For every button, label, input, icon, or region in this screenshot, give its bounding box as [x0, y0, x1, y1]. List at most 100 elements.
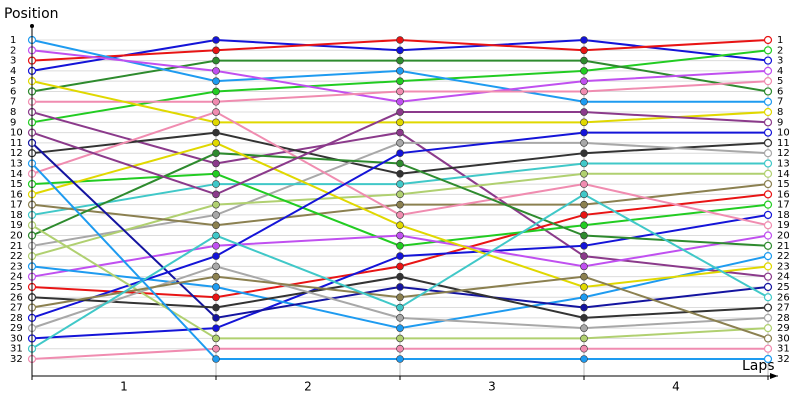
series-marker [396, 283, 404, 291]
y-tick-label: 14 [10, 169, 23, 180]
y-tick-label: 2 [10, 45, 16, 56]
series-marker [212, 242, 220, 250]
series-marker [212, 344, 220, 353]
series-marker [763, 77, 773, 86]
y-tick-label-right: 20 [777, 231, 790, 242]
y-tick-label-right: 12 [777, 148, 790, 159]
series-marker [763, 66, 773, 75]
series-marker [396, 303, 404, 312]
y-tick-label: 9 [10, 117, 16, 128]
series-marker [212, 334, 220, 343]
y-tick-label: 10 [10, 128, 23, 139]
series-marker [396, 77, 404, 85]
series-marker [396, 139, 404, 147]
series-marker [580, 77, 588, 85]
x-tick-label: 4 [672, 380, 680, 394]
series-marker [763, 159, 773, 168]
y-tick-label: 25 [10, 282, 23, 293]
series-marker [580, 159, 588, 168]
y-tick-label: 31 [10, 344, 23, 355]
series-marker [396, 334, 404, 343]
series-marker [580, 87, 588, 96]
series-marker [212, 169, 220, 178]
y-tick-label: 30 [10, 333, 23, 344]
series-marker [212, 56, 220, 65]
y-tick-label-right: 19 [777, 220, 790, 231]
y-tick-label-right: 23 [777, 261, 790, 272]
y-tick-label-right: 31 [777, 344, 790, 355]
y-tick-label-right: 18 [777, 210, 790, 221]
series-marker [212, 211, 220, 219]
series-marker [396, 324, 404, 332]
series-marker [396, 67, 404, 75]
y-tick-label-right: 2 [777, 45, 783, 56]
y-tick-label: 27 [10, 303, 23, 314]
series-marker [396, 56, 404, 65]
series-marker [212, 272, 220, 281]
series-marker [396, 180, 404, 188]
series-marker [212, 303, 220, 312]
x-arrow [770, 373, 778, 379]
series-marker [580, 67, 588, 75]
y-tick-label: 12 [10, 148, 23, 159]
series-marker [763, 272, 773, 281]
series-marker [212, 293, 220, 302]
series-marker [580, 108, 588, 116]
series-marker [212, 77, 220, 85]
series-marker [580, 355, 588, 363]
y-tick-label: 29 [10, 323, 23, 334]
y-tick-label: 23 [10, 261, 23, 272]
series-marker [763, 313, 773, 322]
series-marker [580, 149, 588, 157]
y-tick-label: 20 [10, 231, 23, 242]
series-marker [212, 314, 220, 322]
series-marker [580, 293, 588, 302]
series-marker [763, 56, 773, 65]
series-marker [580, 262, 588, 271]
y-tick-label-right: 15 [777, 179, 790, 190]
series-marker [580, 128, 588, 137]
y-tick-label-right: 24 [777, 272, 790, 283]
series-marker [396, 190, 404, 199]
y-tick-label-right: 10 [777, 128, 790, 139]
series-marker [396, 128, 404, 137]
series-marker [396, 149, 404, 157]
series-marker [580, 190, 588, 199]
series-marker [396, 293, 404, 302]
y-tick-label-right: 14 [777, 169, 790, 180]
series-marker [580, 36, 588, 44]
series-marker [763, 149, 773, 158]
y-tick-label-right: 11 [777, 138, 790, 149]
series-marker [763, 354, 773, 364]
series-marker [396, 118, 404, 127]
series-marker [763, 138, 773, 148]
series-marker [580, 252, 588, 260]
y-tick-label-right: 30 [777, 333, 790, 344]
series-marker [396, 108, 404, 116]
series-marker [396, 200, 404, 209]
series-marker [212, 159, 220, 168]
series-marker [763, 293, 773, 302]
y-tick-label-right: 28 [777, 313, 790, 324]
series-marker [396, 221, 404, 230]
y-tick-label: 28 [10, 313, 23, 324]
y-tick-label-right: 16 [777, 189, 790, 200]
series-marker [396, 97, 404, 106]
y-tick-label-right: 13 [777, 158, 790, 169]
y-tick-label: 3 [10, 56, 16, 67]
y-tick-label-right: 25 [777, 282, 790, 293]
y-tick-label: 4 [10, 66, 16, 77]
series-marker [763, 251, 773, 261]
series-marker [212, 87, 220, 96]
y-tick-label-right: 7 [777, 97, 783, 108]
series-marker [763, 169, 773, 178]
series-marker [763, 128, 773, 137]
series-marker [212, 97, 220, 106]
series-marker [580, 118, 588, 127]
x-tick-label: 2 [304, 380, 312, 394]
y-tick-label-right: 22 [777, 251, 790, 262]
y-tick-label: 21 [10, 241, 23, 252]
series-marker [580, 344, 588, 353]
y-tick-label-right: 27 [777, 303, 790, 314]
